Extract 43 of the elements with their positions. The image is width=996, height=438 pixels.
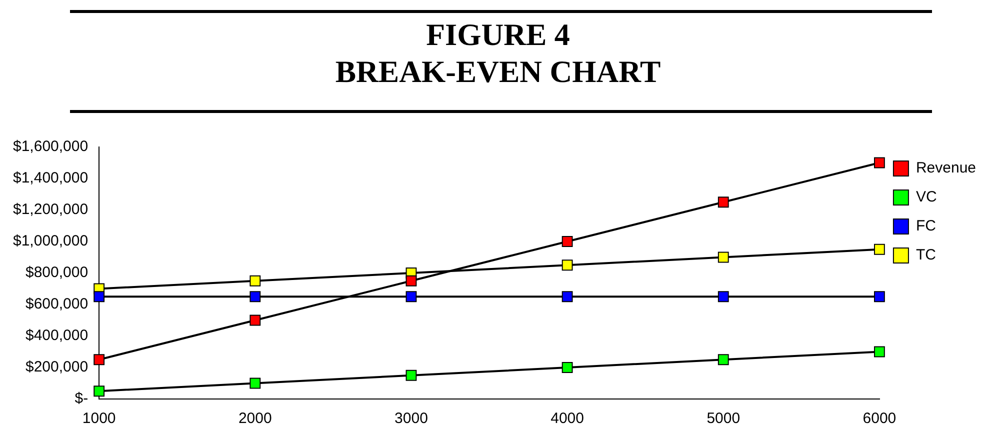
point [250, 275, 261, 286]
y-tick-label: $1,000,000 [12, 232, 88, 250]
point [94, 386, 105, 397]
point [562, 260, 573, 271]
y-tick-label: $200,000 [25, 358, 88, 376]
x-tick-label: 3000 [394, 410, 428, 428]
legend-label: VC [916, 188, 937, 206]
x-tick-label: 1000 [82, 410, 116, 428]
point [718, 252, 729, 263]
x-tick-label: 5000 [706, 410, 740, 428]
point [562, 362, 573, 373]
chart-subtitle: BREAK-EVEN CHART [334, 53, 662, 90]
point [94, 354, 105, 366]
x-tick-label: 2000 [238, 410, 272, 428]
x-tick-label: 6000 [862, 410, 896, 428]
point [562, 236, 573, 247]
point [562, 291, 573, 302]
point [406, 275, 417, 286]
y-tick-label: $1,200,000 [12, 201, 88, 218]
y-tick-label: $800,000 [25, 264, 88, 282]
point [94, 291, 105, 302]
y-tick-label: $400,000 [25, 327, 88, 344]
y-tick-label: $1,400,000 [12, 170, 88, 187]
point [874, 244, 885, 255]
point [874, 346, 885, 358]
chart-title: FIGURE 4 [425, 16, 571, 53]
point [250, 378, 261, 389]
y-tick-label: $600,000 [25, 296, 88, 313]
point [250, 291, 261, 302]
point [718, 196, 729, 208]
legend-label: FC [916, 218, 936, 235]
point [406, 370, 417, 381]
y-tick-label: $1,600,000 [12, 138, 88, 156]
point [718, 291, 729, 302]
point [406, 291, 417, 302]
point [718, 354, 729, 366]
point [250, 314, 261, 326]
x-tick-label: 4000 [550, 410, 584, 428]
legend-label: TC [916, 246, 936, 264]
point [874, 157, 885, 168]
point [874, 291, 885, 302]
y-tick-label: $- [74, 390, 88, 408]
legend-label: Revenue [916, 160, 976, 177]
